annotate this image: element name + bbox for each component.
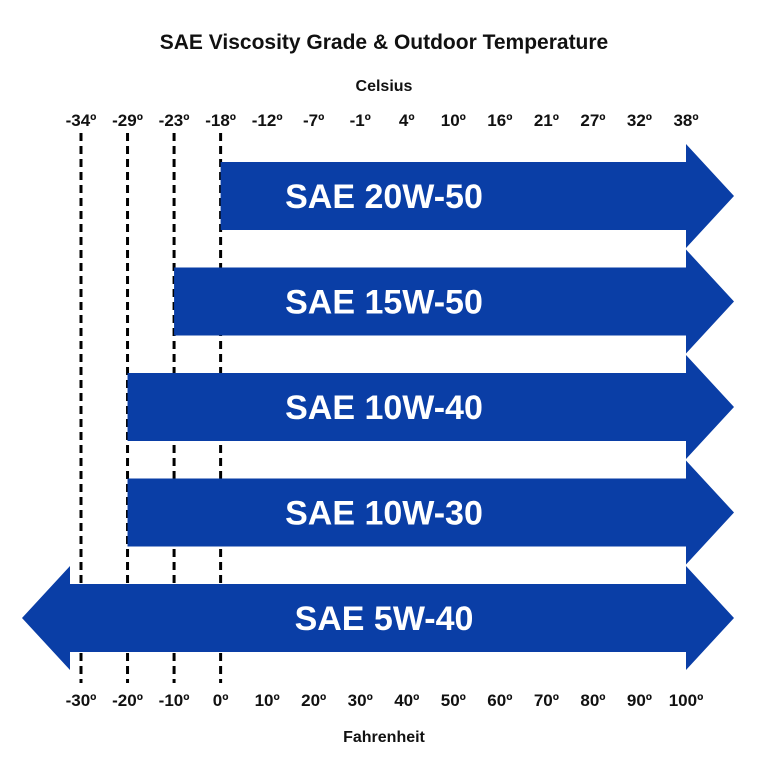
celsius-tick-label: 16º — [487, 111, 512, 130]
celsius-tick-label: -1º — [350, 111, 371, 130]
fahrenheit-tick-label: -20º — [112, 691, 143, 710]
bars: SAE 20W-50 SAE 15W-50 SAE 10W-40 SAE 10W-30… — [22, 144, 735, 670]
bar-arrow — [127, 355, 735, 459]
celsius-tick-label: 10º — [441, 111, 466, 130]
fahrenheit-tick-label: 50º — [441, 691, 466, 710]
fahrenheit-tick-label: 60º — [487, 691, 512, 710]
bar-arrow — [127, 460, 735, 565]
fahrenheit-tick-label: 10º — [255, 691, 280, 710]
chart-title: SAE Viscosity Grade & Outdoor Temperatur… — [160, 31, 609, 54]
fahrenheit-tick-label: 40º — [394, 691, 419, 710]
celsius-axis-label: Celsius — [356, 78, 413, 95]
fahrenheit-tick-label: -10º — [159, 691, 190, 710]
celsius-tick-label: -34º — [66, 111, 97, 130]
celsius-ticks: -34º -29º -23º -18º -12º -7º -1º 4º 10º 16º 21º 27º… — [66, 111, 699, 130]
bar-label: SAE 5W-40 — [295, 600, 474, 638]
bar-label: SAE 20W-50 — [285, 178, 483, 216]
fahrenheit-tick-label: 90º — [627, 691, 652, 710]
fahrenheit-tick-label: 70º — [534, 691, 559, 710]
fahrenheit-tick-label: 20º — [301, 691, 326, 710]
bar-label: SAE 10W-30 — [285, 495, 483, 533]
celsius-tick-label: 32º — [627, 111, 652, 130]
fahrenheit-tick-label: 30º — [348, 691, 373, 710]
fahrenheit-ticks: -30º -20º -10º 0º 10º 20º 30º 40º 50º 60º 70º 80º 90… — [66, 691, 704, 710]
celsius-tick-label: -18º — [205, 111, 236, 130]
bar-label: SAE 15W-50 — [285, 284, 483, 322]
fahrenheit-tick-label: 80º — [580, 691, 605, 710]
celsius-tick-label: 4º — [399, 111, 415, 130]
fahrenheit-axis-label: Fahrenheit — [343, 729, 425, 746]
celsius-tick-label: -7º — [303, 111, 324, 130]
fahrenheit-tick-label: 0º — [213, 691, 229, 710]
celsius-tick-label: -23º — [159, 111, 190, 130]
celsius-tick-label: 21º — [534, 111, 559, 130]
celsius-tick-label: -29º — [112, 111, 143, 130]
celsius-tick-label: 27º — [580, 111, 605, 130]
celsius-tick-label: 38º — [673, 111, 698, 130]
fahrenheit-tick-label: -30º — [66, 691, 97, 710]
bar-arrow — [174, 249, 735, 354]
bar-label: SAE 10W-40 — [285, 389, 483, 427]
celsius-tick-label: -12º — [252, 111, 283, 130]
bar-arrow — [220, 144, 735, 248]
bar-arrow — [22, 566, 734, 670]
fahrenheit-tick-label: 100º — [669, 691, 704, 710]
